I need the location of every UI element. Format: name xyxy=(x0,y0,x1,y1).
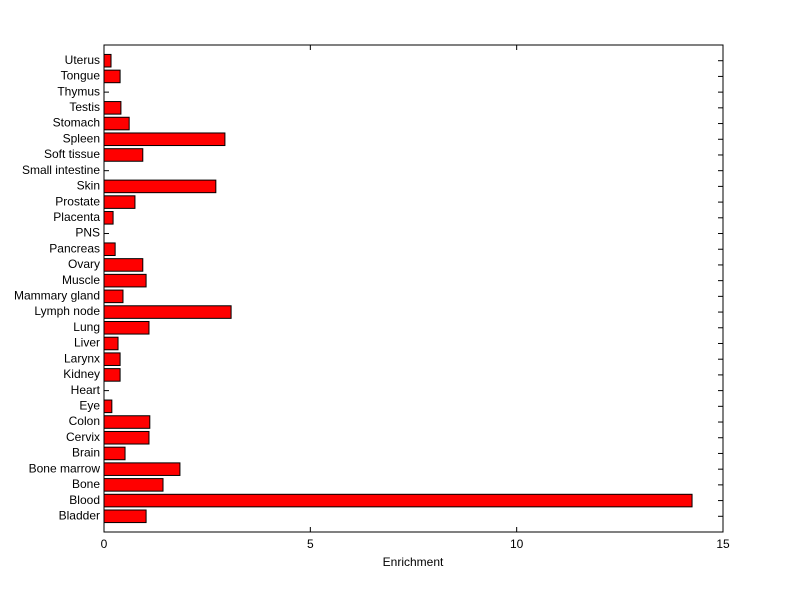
y-tick-label: Heart xyxy=(71,383,101,397)
bar xyxy=(103,289,124,304)
bar xyxy=(103,69,121,84)
y-tick-label: Bone xyxy=(72,477,100,491)
bar xyxy=(103,179,217,194)
y-tick-label: Testis xyxy=(69,100,100,114)
bar xyxy=(103,352,121,366)
y-tick-label: Spleen xyxy=(63,131,100,145)
y-tick-label: Tongue xyxy=(61,69,101,83)
y-tick-label: Soft tissue xyxy=(44,147,100,161)
y-tick-label: Pancreas xyxy=(49,241,100,255)
x-tick-label: 10 xyxy=(510,537,524,551)
x-axis-label: Enrichment xyxy=(383,555,444,569)
y-tick-label: PNS xyxy=(75,226,100,240)
bar xyxy=(103,509,147,524)
y-tick-label: Brain xyxy=(72,446,100,460)
y-tick-label: Bladder xyxy=(59,508,100,522)
y-tick-label: Thymus xyxy=(57,84,100,98)
x-tick-label: 0 xyxy=(101,537,108,551)
bar xyxy=(103,211,114,225)
y-tick-label: Liver xyxy=(74,336,100,350)
y-tick-label: Eye xyxy=(79,398,100,412)
bar xyxy=(103,478,164,492)
bar xyxy=(103,273,147,288)
bar xyxy=(103,148,144,162)
bar xyxy=(103,430,150,445)
bar xyxy=(103,258,144,272)
bar xyxy=(103,368,121,382)
bar xyxy=(103,101,122,115)
x-tick-label: 5 xyxy=(307,537,314,551)
y-tick-label: Bone marrow xyxy=(29,461,101,475)
bar xyxy=(103,195,136,209)
bar xyxy=(103,242,116,257)
bar xyxy=(103,415,151,429)
y-tick-label: Uterus xyxy=(65,53,100,67)
bar xyxy=(103,132,226,147)
plot-area xyxy=(103,44,724,533)
y-tick-label: Kidney xyxy=(63,367,100,381)
bar xyxy=(103,53,112,68)
y-tick-label: Mammary gland xyxy=(14,289,100,303)
x-tick-label: 15 xyxy=(716,537,730,551)
y-tick-label: Prostate xyxy=(55,194,100,208)
bar xyxy=(103,462,181,476)
bar xyxy=(103,493,693,508)
bar xyxy=(103,446,126,461)
y-tick-label: Lymph node xyxy=(34,304,100,318)
bar xyxy=(103,305,232,319)
y-tick-label: Stomach xyxy=(53,116,100,130)
y-tick-label: Ovary xyxy=(68,257,100,271)
bar xyxy=(103,320,150,335)
y-tick-label: Colon xyxy=(69,414,100,428)
y-tick-label: Muscle xyxy=(62,273,100,287)
y-tick-label: Skin xyxy=(77,179,100,193)
y-tick-label: Placenta xyxy=(53,210,100,224)
bar xyxy=(103,116,130,131)
bar xyxy=(103,336,119,351)
y-tick-label: Lung xyxy=(73,320,100,334)
bar xyxy=(103,399,113,414)
y-tick-label: Larynx xyxy=(64,351,100,365)
y-tick-label: Blood xyxy=(69,493,100,507)
y-tick-label: Cervix xyxy=(66,430,100,444)
y-tick-label: Small intestine xyxy=(22,163,100,177)
